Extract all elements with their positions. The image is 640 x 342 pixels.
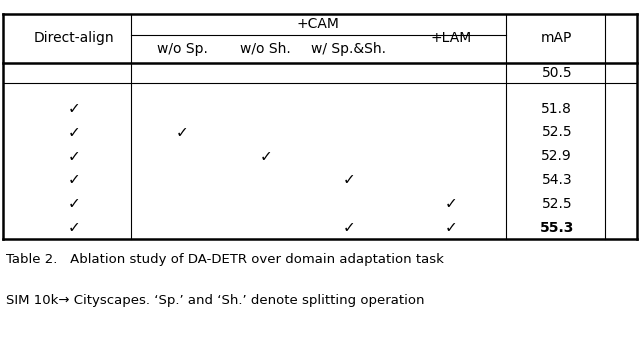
Text: 52.9: 52.9 [541,149,572,163]
Text: ✓: ✓ [67,220,80,235]
Text: ✓: ✓ [342,220,355,235]
Text: w/o Sh.: w/o Sh. [240,42,291,56]
Text: 52.5: 52.5 [541,126,572,140]
Text: +CAM: +CAM [297,17,340,31]
Text: ✓: ✓ [67,101,80,116]
Text: SIM 10k→ Cityscapes. ‘Sp.’ and ‘Sh.’ denote splitting operation: SIM 10k→ Cityscapes. ‘Sp.’ and ‘Sh.’ den… [6,294,425,307]
Text: +LAM: +LAM [431,31,472,45]
Text: ✓: ✓ [259,149,272,164]
Text: ✓: ✓ [342,172,355,187]
Text: ✓: ✓ [176,125,189,140]
Text: ✓: ✓ [67,196,80,211]
Text: Table 2.   Ablation study of DA-DETR over domain adaptation task: Table 2. Ablation study of DA-DETR over … [6,253,444,266]
Text: 55.3: 55.3 [540,221,574,235]
Text: ✓: ✓ [445,196,458,211]
Text: ✓: ✓ [67,125,80,140]
Text: ✓: ✓ [67,149,80,164]
Text: w/o Sp.: w/o Sp. [157,42,208,56]
Text: 51.8: 51.8 [541,102,572,116]
Text: Direct-align: Direct-align [33,31,114,45]
Text: 52.5: 52.5 [541,197,572,211]
Text: 50.5: 50.5 [541,66,572,80]
Text: ✓: ✓ [67,172,80,187]
Text: mAP: mAP [541,31,573,45]
Text: 54.3: 54.3 [541,173,572,187]
Text: ✓: ✓ [445,220,458,235]
Text: w/ Sp.&Sh.: w/ Sp.&Sh. [311,42,387,56]
